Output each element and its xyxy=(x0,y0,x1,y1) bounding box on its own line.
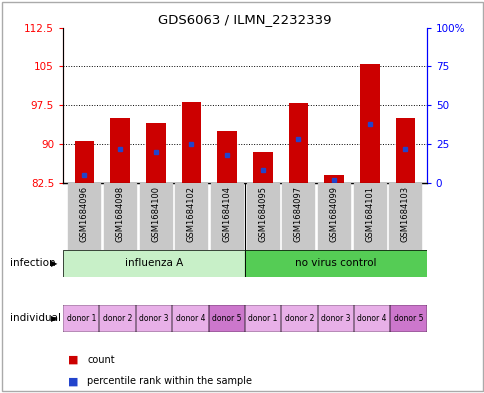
Bar xyxy=(63,250,244,277)
Bar xyxy=(317,305,353,332)
Text: ▶: ▶ xyxy=(51,259,57,268)
Text: ▶: ▶ xyxy=(51,314,57,323)
Bar xyxy=(318,183,349,250)
Text: donor 4: donor 4 xyxy=(357,314,386,323)
Bar xyxy=(390,305,426,332)
Title: GDS6063 / ILMN_2232339: GDS6063 / ILMN_2232339 xyxy=(158,13,331,26)
Text: donor 3: donor 3 xyxy=(320,314,350,323)
Bar xyxy=(281,305,317,332)
Text: GSM1684103: GSM1684103 xyxy=(400,186,409,242)
Text: infection: infection xyxy=(10,258,55,268)
Text: donor 4: donor 4 xyxy=(175,314,205,323)
Text: GSM1684099: GSM1684099 xyxy=(329,186,338,242)
Text: GSM1684095: GSM1684095 xyxy=(257,186,267,242)
Text: GSM1684098: GSM1684098 xyxy=(115,186,124,242)
Text: donor 1: donor 1 xyxy=(248,314,277,323)
Bar xyxy=(244,250,426,277)
Bar xyxy=(63,250,244,277)
Text: donor 2: donor 2 xyxy=(103,314,132,323)
Bar xyxy=(75,141,94,183)
Bar xyxy=(63,305,99,332)
Bar xyxy=(139,183,171,250)
Text: GSM1684096: GSM1684096 xyxy=(80,186,89,242)
Bar xyxy=(181,101,201,183)
Text: influenza A: influenza A xyxy=(124,258,183,268)
Text: donor 5: donor 5 xyxy=(393,314,423,323)
Bar xyxy=(389,183,421,250)
Bar xyxy=(217,131,236,183)
Bar xyxy=(244,305,281,332)
Bar xyxy=(99,305,136,332)
Text: donor 2: donor 2 xyxy=(284,314,314,323)
Bar xyxy=(244,305,281,332)
Text: ■: ■ xyxy=(68,376,78,386)
Bar xyxy=(63,305,99,332)
Bar xyxy=(99,305,136,332)
Text: GSM1684097: GSM1684097 xyxy=(293,186,302,242)
Text: ■: ■ xyxy=(68,354,78,365)
Bar xyxy=(353,305,390,332)
Text: donor 3: donor 3 xyxy=(139,314,168,323)
Bar xyxy=(317,305,353,332)
Bar xyxy=(136,305,172,332)
Bar xyxy=(282,183,314,250)
Bar xyxy=(211,183,242,250)
Bar xyxy=(208,305,244,332)
Bar xyxy=(175,183,207,250)
Text: GSM1684104: GSM1684104 xyxy=(222,186,231,242)
Bar xyxy=(253,152,272,183)
Bar xyxy=(172,305,208,332)
Bar xyxy=(281,305,317,332)
Bar xyxy=(324,175,343,183)
Text: no virus control: no virus control xyxy=(294,258,376,268)
Text: GSM1684102: GSM1684102 xyxy=(186,186,196,242)
Text: GSM1684101: GSM1684101 xyxy=(364,186,374,242)
Bar xyxy=(172,305,208,332)
Text: GSM1684100: GSM1684100 xyxy=(151,186,160,242)
Bar xyxy=(359,64,379,183)
Text: donor 1: donor 1 xyxy=(66,314,96,323)
Text: count: count xyxy=(87,354,115,365)
Text: percentile rank within the sample: percentile rank within the sample xyxy=(87,376,252,386)
Bar xyxy=(208,305,244,332)
Bar xyxy=(353,305,390,332)
Bar xyxy=(110,118,130,183)
Text: individual: individual xyxy=(10,313,60,323)
Bar xyxy=(353,183,385,250)
Bar xyxy=(288,103,308,183)
Bar xyxy=(136,305,172,332)
Bar xyxy=(146,123,165,183)
Bar xyxy=(390,305,426,332)
Bar xyxy=(244,250,426,277)
Bar xyxy=(68,183,100,250)
Text: donor 5: donor 5 xyxy=(212,314,241,323)
Bar xyxy=(395,118,414,183)
Bar xyxy=(104,183,136,250)
Bar xyxy=(246,183,278,250)
